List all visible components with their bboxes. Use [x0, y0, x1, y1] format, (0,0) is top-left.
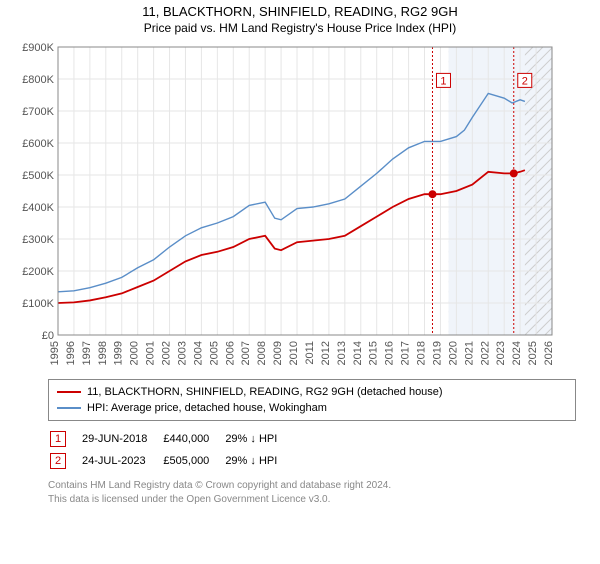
sale-price: £505,000 [163, 451, 223, 471]
x-tick-label: 1996 [65, 341, 77, 365]
x-tick-label: 2026 [543, 341, 555, 365]
figure-container: 11, BLACKTHORN, SHINFIELD, READING, RG2 … [0, 4, 600, 564]
x-tick-label: 2021 [463, 341, 475, 365]
sale-diff: 29% ↓ HPI [225, 429, 291, 449]
x-tick-label: 2023 [495, 341, 507, 365]
sale-row: 1 29-JUN-2018£440,00029% ↓ HPI [50, 429, 291, 449]
sale-diff: 29% ↓ HPI [225, 451, 291, 471]
x-tick-label: 2005 [208, 341, 220, 365]
legend-label: 11, BLACKTHORN, SHINFIELD, READING, RG2 … [87, 384, 443, 400]
sale-marker-dot [428, 190, 436, 198]
legend-label: HPI: Average price, detached house, Woki… [87, 400, 327, 416]
credits: Contains HM Land Registry data © Crown c… [48, 479, 576, 507]
x-tick-label: 1999 [113, 341, 125, 365]
legend-swatch [57, 391, 81, 393]
x-tick-label: 2007 [240, 341, 252, 365]
sale-marker-number: 2 [522, 75, 528, 87]
x-tick-label: 2018 [416, 341, 428, 365]
sale-date: 24-JUL-2023 [82, 451, 161, 471]
x-tick-label: 2022 [479, 341, 491, 365]
x-tick-label: 2015 [368, 341, 380, 365]
legend-swatch [57, 407, 81, 409]
legend-item: 11, BLACKTHORN, SHINFIELD, READING, RG2 … [57, 384, 567, 400]
sale-badge: 2 [50, 453, 66, 469]
legend: 11, BLACKTHORN, SHINFIELD, READING, RG2 … [48, 379, 576, 421]
credits-line2: This data is licensed under the Open Gov… [48, 493, 576, 507]
line-chart-svg: £0 £100K £200K £300K £400K £500K £600K £700K £80… [10, 41, 570, 371]
y-tick-label: £0 [42, 330, 54, 342]
x-tick-label: 2003 [176, 341, 188, 365]
x-tick-label: 2006 [224, 341, 236, 365]
y-tick-label: £800K [22, 74, 54, 86]
x-tick-label: 2017 [400, 341, 412, 365]
y-tick-label: £300K [22, 234, 54, 246]
x-tick-label: 2024 [511, 341, 523, 365]
y-tick-label: £600K [22, 138, 54, 150]
x-tick-label: 2001 [145, 341, 157, 365]
x-tick-label: 2013 [336, 341, 348, 365]
sale-price: £440,000 [163, 429, 223, 449]
chart-area: £0 £100K £200K £300K £400K £500K £600K £700K £80… [10, 41, 590, 371]
x-tick-label: 2004 [192, 341, 204, 365]
y-tick-label: £100K [22, 298, 54, 310]
x-tick-label: 2025 [527, 341, 539, 365]
sale-marker-dot [510, 169, 518, 177]
legend-item: HPI: Average price, detached house, Woki… [57, 400, 567, 416]
y-tick-label: £200K [22, 266, 54, 278]
x-tick-label: 2012 [320, 341, 332, 365]
x-tick-label: 1995 [49, 341, 61, 365]
credits-line1: Contains HM Land Registry data © Crown c… [48, 479, 576, 493]
y-tick-label: £400K [22, 202, 54, 214]
x-tick-label: 2008 [256, 341, 268, 365]
sale-badge: 1 [50, 431, 66, 447]
x-tick-label: 2009 [272, 341, 284, 365]
x-tick-label: 2011 [304, 341, 316, 365]
sale-row: 2 24-JUL-2023£505,00029% ↓ HPI [50, 451, 291, 471]
x-tick-label: 1997 [81, 341, 93, 365]
x-tick-label: 2020 [447, 341, 459, 365]
y-tick-label: £700K [22, 106, 54, 118]
x-tick-label: 2016 [384, 341, 396, 365]
x-tick-label: 2019 [431, 341, 443, 365]
x-tick-label: 1998 [97, 341, 109, 365]
x-tick-label: 2000 [129, 341, 141, 365]
sale-date: 29-JUN-2018 [82, 429, 161, 449]
chart-subtitle: Price paid vs. HM Land Registry's House … [0, 21, 600, 35]
y-tick-label: £500K [22, 170, 54, 182]
sale-marker-number: 1 [440, 75, 446, 87]
x-tick-label: 2010 [288, 341, 300, 365]
y-tick-label: £900K [22, 42, 54, 54]
chart-title: 11, BLACKTHORN, SHINFIELD, READING, RG2 … [0, 4, 600, 19]
x-tick-label: 2014 [352, 341, 364, 365]
x-tick-label: 2002 [161, 341, 173, 365]
sales-table: 1 29-JUN-2018£440,00029% ↓ HPI 2 24-JUL-202… [48, 427, 293, 473]
